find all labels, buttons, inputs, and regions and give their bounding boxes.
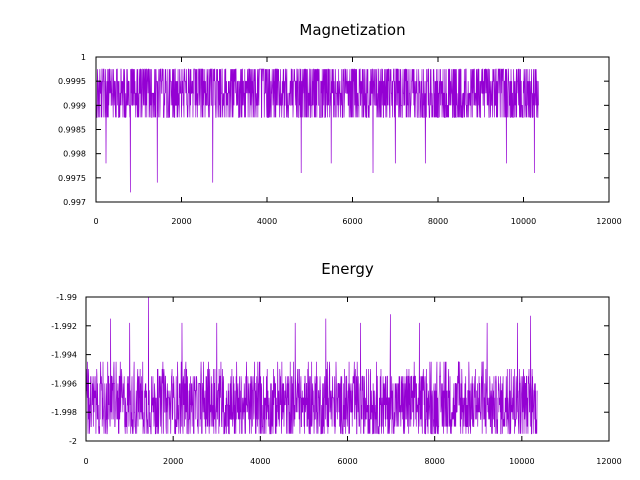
energy-x-tick-label: 6000 [337, 457, 357, 466]
magnetization-y-tick-label: 0.9995 [58, 77, 86, 86]
magnetization-y-tick-label: 0.9985 [58, 126, 86, 135]
energy-x-tick-label: 12000 [596, 457, 621, 466]
energy-chart: Energy 0 2000 4000 6000 8000 10000 12000 -2 -1.99… [51, 260, 622, 466]
energy-y-tick-label: -1.994 [51, 351, 77, 360]
energy-y-tick-label: -1.998 [51, 408, 77, 417]
magnetization-x-tick-label: 6000 [342, 217, 362, 226]
magnetization-y-tick-label: 0.997 [63, 198, 86, 207]
energy-x-tick-label: 10000 [509, 457, 534, 466]
magnetization-chart: Magnetization 0 2000 4000 6000 8000 10000 12000… [58, 21, 622, 226]
magnetization-x-tick-label: 10000 [511, 217, 536, 226]
energy-x-tick-label: 2000 [163, 457, 183, 466]
energy-x-tick-label: 4000 [250, 457, 270, 466]
magnetization-y-tick-label: 1 [81, 53, 86, 62]
energy-y-tick-label: -1.992 [51, 322, 77, 331]
magnetization-x-tick-label: 0 [93, 217, 98, 226]
magnetization-series-line [96, 68, 539, 193]
energy-series-line [86, 297, 538, 435]
energy-y-tick-label: -2 [69, 437, 77, 446]
magnetization-title: Magnetization [299, 21, 405, 39]
magnetization-y-tick-label: 0.998 [63, 150, 86, 159]
magnetization-y-tick-label: 0.999 [63, 101, 86, 110]
magnetization-x-tick-label: 2000 [171, 217, 191, 226]
energy-title: Energy [321, 260, 374, 278]
magnetization-x-tick-label: 12000 [596, 217, 621, 226]
energy-x-tick-label: 0 [83, 457, 88, 466]
magnetization-x-tick-label: 8000 [428, 217, 448, 226]
energy-y-tick-label: -1.99 [56, 293, 77, 302]
magnetization-y-tick-label: 0.9975 [58, 174, 86, 183]
energy-x-tick-label: 8000 [424, 457, 444, 466]
energy-y-tick-label: -1.996 [51, 379, 77, 388]
magnetization-x-tick-label: 4000 [257, 217, 277, 226]
